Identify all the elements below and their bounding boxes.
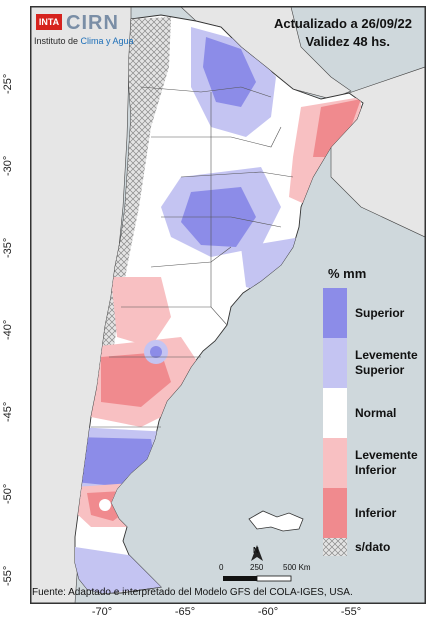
province-borders — [91, 86, 294, 428]
lon-tick: -70° — [91, 606, 113, 618]
legend-title: % mm — [328, 266, 367, 281]
cirn-wordmark: CIRN — [66, 12, 119, 34]
legend-item-normal: Normal — [323, 388, 425, 438]
legend-swatch — [323, 388, 347, 438]
legend-label: Normal — [355, 405, 397, 420]
source-note: Fuente: Adaptado e interpretado del Mode… — [32, 587, 353, 598]
lon-tick: -65° — [174, 606, 196, 618]
lon-tick: -55° — [340, 606, 362, 618]
lon-tick: -60° — [257, 606, 279, 618]
updated-date: Actualizado a 26/09/22 — [273, 16, 412, 31]
north-arrow-icon — [251, 545, 263, 561]
malvinas-islands — [248, 510, 304, 532]
lat-tick: -30° — [2, 155, 14, 176]
lat-tick: -55° — [2, 565, 14, 586]
lat-tick: -50° — [2, 483, 14, 504]
lat-tick: -45° — [2, 401, 14, 422]
scale-label-0: 0 — [219, 563, 224, 572]
anomaly-layers — [75, 17, 361, 593]
legend-item-superior: Superior — [323, 288, 425, 338]
inta-logo: INTA — [36, 14, 62, 30]
legend-label: Levemente Inferior — [355, 448, 418, 477]
scale-label-250: 250 — [250, 563, 264, 572]
legend-label: Levemente Superior — [355, 348, 418, 377]
legend-item-levemente-superior: Levemente Superior — [323, 338, 425, 388]
forecast-map — [31, 7, 425, 603]
scale-bar — [223, 575, 292, 582]
legend-swatch — [323, 488, 347, 538]
legend-item-inferior: Inferior — [323, 488, 425, 538]
legend-label: s/dato — [355, 539, 391, 554]
legend-swatch — [323, 288, 347, 338]
lat-tick: -40° — [2, 319, 14, 340]
validity: Validez 48 hs. — [305, 34, 390, 49]
hatch-swatch — [323, 538, 347, 556]
institute-name: Instituto de Clima y Agua — [34, 36, 134, 46]
legend-item-levemente-inferior: Levemente Inferior — [323, 438, 425, 488]
north-label: N — [253, 546, 259, 555]
scale-label-500: 500 Km — [283, 563, 311, 572]
lat-tick: -35° — [2, 237, 14, 258]
map-frame — [30, 6, 426, 604]
lat-tick: -25° — [2, 73, 14, 94]
legend-swatch — [323, 438, 347, 488]
no-data-area — [93, 17, 171, 387]
cirn-logo: INTA CIRN Instituto de Clima y Agua — [34, 12, 154, 48]
legend-label: Inferior — [355, 505, 397, 520]
legend-item-no-data: s/dato — [323, 538, 425, 556]
legend-swatch — [323, 338, 347, 388]
legend-label: Superior — [355, 305, 405, 320]
